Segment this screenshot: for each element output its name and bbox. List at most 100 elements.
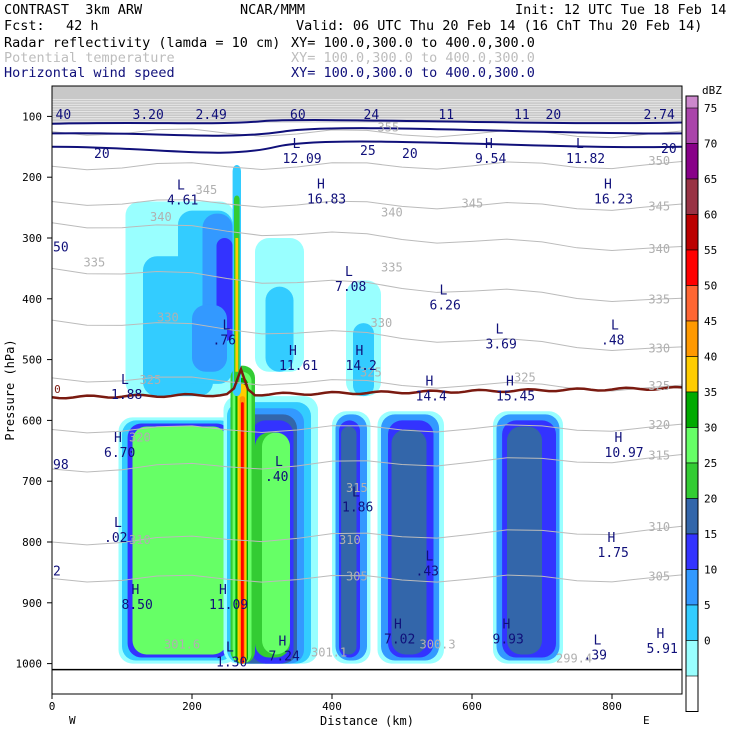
colorbar-label: 60 bbox=[704, 209, 717, 222]
y-tick-label: 100 bbox=[22, 110, 42, 123]
colorbar-swatch bbox=[685, 249, 699, 286]
theta-label: 325 bbox=[140, 373, 162, 387]
updraft-core-inner bbox=[235, 238, 239, 372]
extremum-value: .02 bbox=[104, 531, 127, 546]
extremum-type: H bbox=[485, 137, 493, 152]
wind-label: 11 bbox=[438, 108, 454, 123]
wind-label: 24 bbox=[364, 108, 380, 123]
extremum-type: L bbox=[226, 641, 234, 656]
extremum-type: L bbox=[426, 549, 434, 564]
theta-contour bbox=[51, 199, 683, 211]
colorbar-swatch bbox=[685, 427, 699, 464]
extremum-value: .48 bbox=[601, 333, 624, 348]
init-time: Init: 12 UTC Tue 18 Feb 14 bbox=[515, 2, 727, 18]
extremum-value: 1.86 bbox=[342, 501, 373, 516]
theta-label: 310 bbox=[339, 533, 361, 547]
extremum-type: H bbox=[114, 431, 122, 446]
extremum-value: .76 bbox=[213, 333, 236, 348]
colorbar-label: 10 bbox=[704, 564, 717, 577]
extremum-value: 1.30 bbox=[216, 656, 247, 671]
theta-label: 305 bbox=[648, 569, 670, 583]
freezing-level-label: 0 bbox=[54, 383, 61, 396]
extremum-value: .43 bbox=[416, 564, 439, 579]
theta-label: 301.1 bbox=[311, 645, 347, 659]
y-tick-label: 800 bbox=[22, 536, 42, 549]
theta-label: 340 bbox=[150, 210, 172, 224]
extremum-value: 14.4 bbox=[416, 389, 447, 404]
reflectivity-region bbox=[132, 426, 227, 655]
y-tick-label: 900 bbox=[22, 597, 42, 610]
colorbar-label: 20 bbox=[704, 493, 717, 506]
extremum-type: L bbox=[345, 265, 353, 280]
colorbar-swatch bbox=[685, 214, 699, 251]
extremum-type: H bbox=[608, 531, 616, 546]
extremum-type: H bbox=[219, 583, 227, 598]
y-tick-label: 1000 bbox=[16, 658, 43, 671]
extremum-type: H bbox=[503, 617, 511, 632]
reflectivity-region bbox=[192, 304, 227, 372]
theta-label: 315 bbox=[648, 448, 670, 462]
extremum-value: 11.09 bbox=[209, 598, 248, 613]
theta-label: 345 bbox=[196, 183, 218, 197]
colorbar-swatch bbox=[685, 533, 699, 570]
extremum-value: 9.93 bbox=[493, 632, 524, 647]
extremum-type: L bbox=[293, 137, 301, 152]
wind-label: 3.20 bbox=[133, 108, 164, 123]
wind-label: 25 bbox=[360, 144, 376, 159]
y-tick-label: 300 bbox=[22, 232, 42, 245]
wind-label: 60 bbox=[290, 108, 306, 123]
extremum-value: 11.61 bbox=[279, 359, 318, 374]
colorbar-label: 35 bbox=[704, 386, 717, 399]
reflectivity-region bbox=[265, 286, 294, 372]
x-tick-label: 800 bbox=[602, 700, 622, 713]
forecast-label: Fcst: bbox=[4, 18, 45, 34]
colorbar-label: 5 bbox=[704, 599, 711, 612]
extremum-type: H bbox=[279, 635, 287, 650]
extremum-type: H bbox=[506, 374, 514, 389]
extremum-value: 12.09 bbox=[283, 152, 322, 167]
theta-label: 299.4 bbox=[556, 651, 592, 665]
wind-label: 20 bbox=[546, 108, 562, 123]
extremum-value: 6.70 bbox=[104, 446, 135, 461]
extremum-type: H bbox=[356, 344, 364, 359]
colorbar-swatch bbox=[685, 356, 699, 393]
theta-label: 300.3 bbox=[420, 637, 456, 651]
extremum-type: H bbox=[394, 617, 402, 632]
institute: NCAR/MMM bbox=[240, 2, 306, 18]
extremum-type: L bbox=[121, 373, 129, 388]
extremum-value: 9.54 bbox=[475, 152, 506, 167]
theta-label: 325 bbox=[360, 366, 382, 380]
reflectivity-region bbox=[241, 402, 244, 664]
colorbar-swatch bbox=[685, 640, 699, 677]
extremum-type: H bbox=[426, 374, 434, 389]
extremum-value: 5.91 bbox=[647, 642, 678, 657]
extremum-type: L bbox=[177, 179, 185, 194]
extremum-type: L bbox=[223, 318, 231, 333]
colorbar-label: 55 bbox=[704, 244, 717, 257]
theta-contour bbox=[51, 453, 683, 473]
wind-label: 2.49 bbox=[196, 108, 227, 123]
extremum-value: 16.83 bbox=[307, 192, 346, 207]
west-label: W bbox=[69, 714, 76, 727]
theta-contour bbox=[51, 423, 683, 434]
colorbar-label: 30 bbox=[704, 422, 717, 435]
reflectivity-region bbox=[507, 426, 542, 655]
extremum-type: L bbox=[352, 486, 360, 501]
colorbar-swatch bbox=[685, 285, 699, 322]
theta-contour bbox=[51, 160, 683, 171]
colorbar-swatch bbox=[685, 391, 699, 428]
theta-label: 320 bbox=[129, 431, 151, 445]
extremum-type: H bbox=[657, 627, 665, 642]
colorbar-swatch bbox=[685, 569, 699, 606]
extremum-value: 7.24 bbox=[269, 650, 300, 665]
theta-label: 340 bbox=[648, 242, 670, 256]
theta-label: 335 bbox=[84, 256, 106, 270]
forecast-hour: 42 h bbox=[66, 18, 99, 34]
colorbar-swatch bbox=[685, 462, 699, 499]
extremum-value: 7.08 bbox=[335, 280, 366, 295]
x-tick-label: 200 bbox=[182, 700, 202, 713]
colorbar-label: 15 bbox=[704, 528, 717, 541]
extremum-type: L bbox=[440, 284, 448, 299]
y-tick-label: 400 bbox=[22, 293, 42, 306]
wind-contour bbox=[51, 119, 683, 125]
